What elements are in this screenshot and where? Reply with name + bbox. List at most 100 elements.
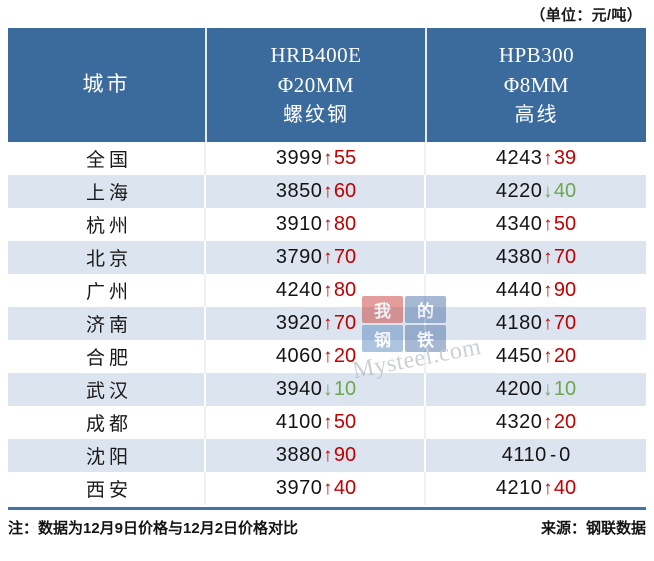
table-row: 沈阳 3880↑90 4110-0 xyxy=(8,439,646,472)
wire-price-value: 4200 xyxy=(495,378,543,400)
header-wire-stack: HPB300 Φ8MM 高线 xyxy=(427,41,646,129)
table-bottom-rule xyxy=(8,507,646,510)
rebar-arrow-up-icon: ↑ xyxy=(323,181,333,202)
header-wire-product: 高线 xyxy=(514,103,559,126)
wire-price-value: 4440 xyxy=(495,279,543,301)
rebar-price-value: 4240 xyxy=(275,279,323,301)
wire-delta-value: 20 xyxy=(553,411,577,433)
table-row: 杭州 3910↑80 4340↑50 xyxy=(8,208,646,241)
wire-delta-value: 39 xyxy=(553,147,577,169)
table-row: 上海 3850↑60 4220↓40 xyxy=(8,175,646,208)
rebar-price-value: 3910 xyxy=(275,213,323,235)
cell-city: 武汉 xyxy=(8,373,206,406)
rebar-arrow-up-icon: ↑ xyxy=(323,313,333,334)
header-wire-diameter: Φ8MM xyxy=(503,72,570,97)
cell-wire-price: 4210↑40 xyxy=(426,472,646,505)
cell-rebar-price: 3920↑70 xyxy=(206,307,426,340)
wire-delta-value: 0 xyxy=(559,444,571,466)
wire-delta-value: 10 xyxy=(553,378,577,400)
rebar-delta-value: 90 xyxy=(333,444,357,466)
rebar-price-value: 3850 xyxy=(275,180,323,202)
rebar-delta-value: 55 xyxy=(333,147,357,169)
wire-price-value: 4320 xyxy=(495,411,543,433)
table-body: 全国 3999↑55 4243↑39 上海 3850↑60 4220↓40 杭州 3910↑8… xyxy=(8,142,646,505)
rebar-price-value: 4060 xyxy=(275,345,323,367)
wire-delta-value: 40 xyxy=(553,180,577,202)
cell-wire-price: 4110-0 xyxy=(426,439,646,472)
cell-rebar-price: 4060↑20 xyxy=(206,340,426,373)
rebar-delta-value: 70 xyxy=(333,246,357,268)
cell-wire-price: 4340↑50 xyxy=(426,208,646,241)
table-row: 合肥 4060↑20 4450↑20 xyxy=(8,340,646,373)
wire-arrow-up-icon: ↑ xyxy=(543,313,553,334)
rebar-arrow-up-icon: ↑ xyxy=(323,247,333,268)
wire-price-value: 4180 xyxy=(495,312,543,334)
cell-rebar-price: 3880↑90 xyxy=(206,439,426,472)
wire-price-value: 4243 xyxy=(495,147,543,169)
cell-wire-price: 4380↑70 xyxy=(426,241,646,274)
rebar-arrow-up-icon: ↑ xyxy=(323,445,333,466)
header-rebar-grade: HRB400E xyxy=(270,42,362,67)
cell-city: 上海 xyxy=(8,175,206,208)
cell-rebar-price: 4240↑80 xyxy=(206,274,426,307)
cell-rebar-price: 3790↑70 xyxy=(206,241,426,274)
rebar-delta-value: 70 xyxy=(333,312,357,334)
cell-wire-price: 4180↑70 xyxy=(426,307,646,340)
cell-city: 西安 xyxy=(8,472,206,505)
rebar-price-value: 3940 xyxy=(275,378,323,400)
wire-delta-value: 40 xyxy=(553,477,577,499)
rebar-arrow-up-icon: ↑ xyxy=(323,280,333,301)
footer: 注：数据为12月9日价格与12月2日价格对比 来源：钢联数据 xyxy=(8,510,646,544)
cell-wire-price: 4320↑20 xyxy=(426,406,646,439)
rebar-arrow-up-icon: ↑ xyxy=(323,412,333,433)
rebar-arrow-down-icon: ↓ xyxy=(323,379,333,400)
table-row: 武汉 3940↓10 4200↓10 xyxy=(8,373,646,406)
header-rebar-diameter: Φ20MM xyxy=(277,72,355,97)
steel-price-table: 城市 HRB400E Φ20MM 螺纹钢 HPB300 Φ8MM 高线 xyxy=(8,28,646,505)
rebar-delta-value: 10 xyxy=(333,378,357,400)
table-row: 全国 3999↑55 4243↑39 xyxy=(8,142,646,175)
cell-city: 沈阳 xyxy=(8,439,206,472)
cell-city: 杭州 xyxy=(8,208,206,241)
cell-rebar-price: 3940↓10 xyxy=(206,373,426,406)
wire-arrow-up-icon: ↑ xyxy=(543,247,553,268)
header-wire-grade: HPB300 xyxy=(498,42,575,67)
wire-price-value: 4220 xyxy=(495,180,543,202)
header-rebar-product: 螺纹钢 xyxy=(283,103,349,126)
cell-wire-price: 4200↓10 xyxy=(426,373,646,406)
cell-city: 全国 xyxy=(8,142,206,175)
wire-flat-icon: - xyxy=(549,445,556,466)
cell-rebar-price: 3999↑55 xyxy=(206,142,426,175)
header-city-label: 城市 xyxy=(82,73,131,97)
rebar-arrow-up-icon: ↑ xyxy=(323,478,333,499)
wire-arrow-down-icon: ↓ xyxy=(543,181,553,202)
cell-rebar-price: 4100↑50 xyxy=(206,406,426,439)
rebar-delta-value: 40 xyxy=(333,477,357,499)
table-row: 广州 4240↑80 4440↑90 xyxy=(8,274,646,307)
table-row: 西安 3970↑40 4210↑40 xyxy=(8,472,646,505)
unit-caption-row: （单位：元/吨） xyxy=(8,0,646,28)
table-header: 城市 HRB400E Φ20MM 螺纹钢 HPB300 Φ8MM 高线 xyxy=(8,28,646,142)
cell-city: 济南 xyxy=(8,307,206,340)
footer-note: 注：数据为12月9日价格与12月2日价格对比 xyxy=(8,519,299,537)
rebar-arrow-up-icon: ↑ xyxy=(323,346,333,367)
wire-price-value: 4380 xyxy=(495,246,543,268)
cell-rebar-price: 3970↑40 xyxy=(206,472,426,505)
cell-city: 成都 xyxy=(8,406,206,439)
header-cell-city: 城市 xyxy=(8,28,207,142)
unit-caption: （单位：元/吨） xyxy=(530,6,642,24)
wire-arrow-up-icon: ↑ xyxy=(543,214,553,235)
table-row: 成都 4100↑50 4320↑20 xyxy=(8,406,646,439)
wire-price-value: 4450 xyxy=(495,345,543,367)
header-cell-rebar: HRB400E Φ20MM 螺纹钢 xyxy=(205,28,427,142)
wire-price-value: 4340 xyxy=(495,213,543,235)
cell-wire-price: 4243↑39 xyxy=(426,142,646,175)
wire-arrow-up-icon: ↑ xyxy=(543,478,553,499)
cell-wire-price: 4450↑20 xyxy=(426,340,646,373)
wire-arrow-up-icon: ↑ xyxy=(543,148,553,169)
rebar-price-value: 4100 xyxy=(275,411,323,433)
cell-wire-price: 4440↑90 xyxy=(426,274,646,307)
cell-wire-price: 4220↓40 xyxy=(426,175,646,208)
table-row: 济南 3920↑70 4180↑70 xyxy=(8,307,646,340)
